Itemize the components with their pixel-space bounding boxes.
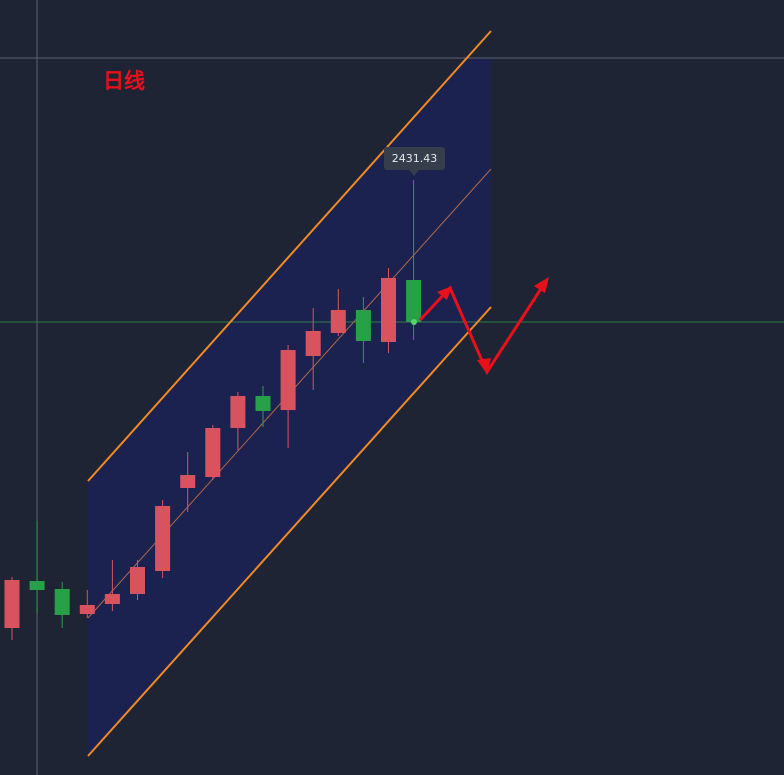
tooltip: 2431.43 (384, 147, 445, 176)
candle-body (54, 589, 70, 615)
candle-body (255, 396, 271, 411)
tooltip-pointer (409, 170, 419, 176)
candle-body (381, 278, 396, 342)
arrowhead (534, 277, 549, 293)
candle-body (4, 580, 20, 628)
candle-body (230, 396, 246, 428)
forecast-arrows (418, 280, 548, 376)
candle-body (280, 350, 296, 410)
candle-body (104, 594, 120, 604)
candle-body (130, 567, 145, 594)
candle-body (29, 581, 45, 590)
arrowhead (437, 286, 452, 300)
cursor-dot (411, 319, 417, 325)
candle-body (355, 310, 371, 341)
candle-body (180, 475, 196, 488)
tooltip-text: 2431.43 (392, 152, 438, 165)
channel-lower (87, 306, 492, 757)
candle-body (155, 506, 171, 571)
candle-body (205, 428, 221, 477)
candle-body (406, 280, 422, 322)
chart-title: 日线 (103, 69, 145, 93)
arrowhead (477, 358, 491, 374)
candles (4, 180, 422, 640)
tooltip-box (384, 147, 445, 170)
candle-body (330, 310, 346, 333)
candle-body (79, 605, 95, 614)
candle-body (305, 331, 321, 356)
channel-upper (87, 30, 492, 482)
arrow-path (418, 280, 548, 376)
